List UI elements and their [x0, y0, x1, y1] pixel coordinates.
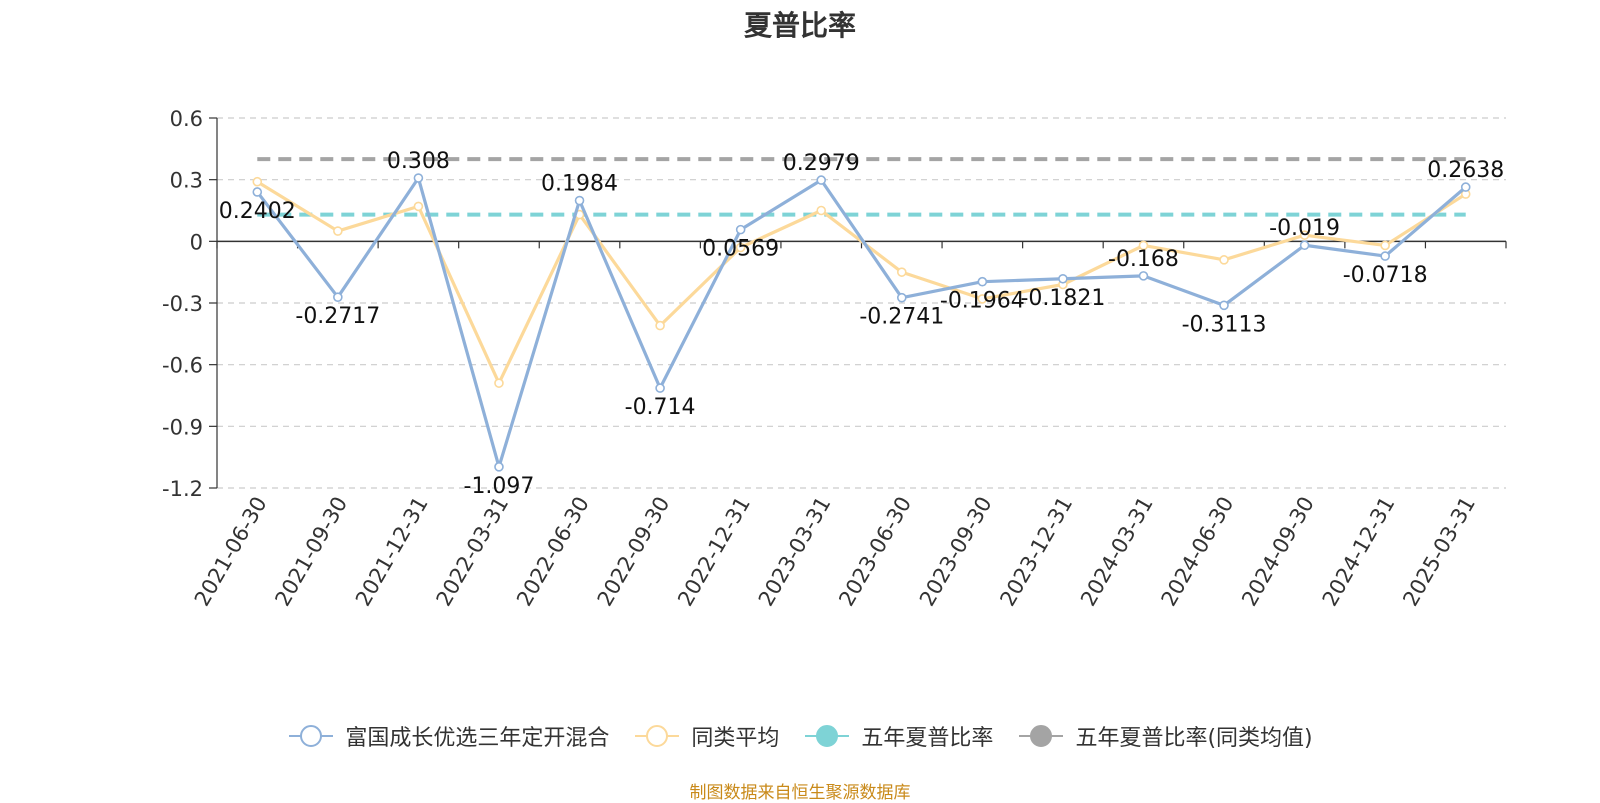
data-point — [1138, 240, 1149, 251]
data-label: -0.2741 — [859, 305, 944, 330]
x-tick-label: 2024-09-30 — [1237, 493, 1319, 611]
x-tick-label: 2022-09-30 — [593, 493, 675, 611]
data-point — [252, 176, 263, 187]
x-tick-label: 2021-06-30 — [190, 493, 272, 611]
data-label: 0.2402 — [219, 199, 296, 224]
x-tick-label: 2024-03-31 — [1076, 493, 1158, 611]
data-label: -0.3113 — [1182, 312, 1267, 337]
x-tick-label: 2023-12-31 — [995, 493, 1077, 611]
data-point — [1299, 230, 1310, 240]
x-tick-label: 2021-12-31 — [351, 493, 433, 611]
data-point — [655, 383, 665, 393]
y-tick-label: -0.3 — [162, 292, 203, 316]
data-point — [816, 205, 827, 216]
data-label: 0.308 — [387, 149, 450, 174]
series-line — [256, 180, 1467, 385]
y-tick-label: -0.6 — [162, 354, 203, 378]
chart-title: 夏普比率 — [743, 9, 856, 42]
data-point — [1219, 255, 1229, 265]
data-point — [735, 224, 746, 235]
x-tick-label: 2022-03-31 — [431, 493, 513, 611]
data-point — [896, 267, 907, 277]
x-tick-label: 2023-06-30 — [834, 493, 916, 611]
x-tick-label: 2023-09-30 — [915, 493, 997, 611]
x-tick-label: 2021-09-30 — [270, 493, 352, 611]
data-label: -0.714 — [625, 395, 696, 420]
x-tick-label: 2022-12-31 — [673, 493, 755, 611]
data-point — [977, 294, 988, 304]
data-point — [252, 187, 263, 197]
data-point — [816, 175, 827, 185]
legend-label: 五年夏普比率 — [861, 726, 994, 751]
data-point — [1380, 251, 1390, 261]
x-tick-label: 2024-06-30 — [1157, 493, 1239, 611]
legend: 富国成长优选三年定开混合 同类平均 五年夏普比率 五年夏普比率(同类均值) — [0, 720, 1600, 752]
data-point — [735, 242, 746, 253]
data-point — [1138, 271, 1149, 281]
legend-item[interactable]: 富国成长优选三年定开混合 — [287, 720, 609, 752]
data-point — [1460, 182, 1471, 192]
data-point — [1058, 273, 1068, 284]
data-point — [333, 226, 343, 236]
y-tick-label: -1.2 — [162, 477, 203, 501]
x-tick-label: 2024-12-31 — [1318, 493, 1400, 611]
legend-marker-icon — [635, 725, 680, 747]
y-tick-label: -0.9 — [162, 415, 203, 439]
legend-item[interactable]: 同类平均 — [633, 720, 779, 752]
x-tick-label: 2022-06-30 — [512, 493, 594, 611]
legend-label: 同类平均 — [691, 726, 780, 751]
x-tick-label: 2025-03-31 — [1398, 493, 1480, 611]
data-point — [1299, 240, 1310, 251]
data-label: -0.2717 — [295, 304, 380, 329]
y-tick-label: 0 — [190, 230, 203, 254]
data-label: -0.0718 — [1343, 263, 1428, 288]
legend-item[interactable]: 五年夏普比率 — [803, 720, 993, 752]
y-tick-label: 0.3 — [170, 169, 203, 193]
legend-marker-icon — [289, 725, 334, 747]
legend-item[interactable]: 五年夏普比率(同类均值) — [1017, 720, 1313, 752]
data-point — [977, 276, 988, 287]
data-label: -0.1964 — [940, 289, 1025, 314]
data-point — [896, 292, 907, 303]
legend-label: 五年夏普比率(同类均值) — [1075, 726, 1313, 751]
data-label: -0.168 — [1108, 247, 1179, 272]
data-label: -0.019 — [1269, 216, 1340, 241]
source-note: 制图数据来自恒生聚源数据库 — [689, 783, 911, 803]
data-point — [494, 378, 504, 388]
data-point — [413, 173, 424, 183]
data-point — [494, 462, 504, 472]
data-label: 0.0569 — [702, 237, 779, 262]
data-label: 0.2638 — [1427, 158, 1504, 183]
legend-label: 富国成长优选三年定开混合 — [345, 726, 610, 751]
data-point — [413, 201, 424, 212]
data-point — [655, 320, 665, 331]
data-point — [333, 292, 343, 302]
data-label: -0.1821 — [1020, 286, 1105, 311]
series-line — [256, 176, 1467, 469]
data-label: -1.097 — [464, 474, 535, 499]
y-tick-label: 0.6 — [170, 107, 203, 131]
data-label: 0.1984 — [541, 172, 618, 197]
legend-marker-icon — [1019, 725, 1064, 747]
data-label: 0.2979 — [783, 151, 860, 176]
x-tick-label: 2023-03-31 — [754, 493, 836, 611]
data-point — [574, 195, 585, 206]
data-point — [1219, 300, 1229, 311]
data-point — [1380, 240, 1390, 251]
legend-marker-icon — [805, 725, 850, 747]
